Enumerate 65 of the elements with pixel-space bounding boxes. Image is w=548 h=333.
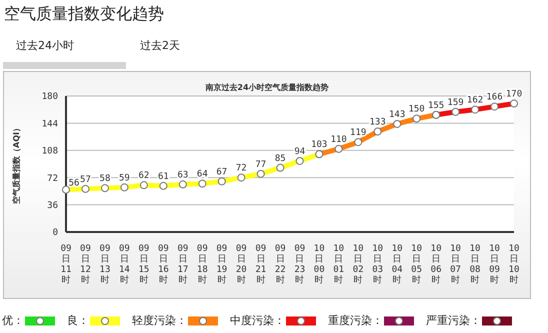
data-label: 56	[68, 178, 80, 189]
x-tick-label: 10日07时	[450, 244, 461, 286]
data-label: 143	[389, 110, 406, 120]
x-tick-label: 09日20时	[236, 244, 247, 286]
y-tick-label: 0	[52, 228, 58, 238]
x-tick-label: 09日22时	[274, 244, 286, 286]
x-tick-label: 09日16时	[158, 244, 169, 286]
data-label: 94	[294, 146, 306, 157]
y-tick-label: 180	[42, 92, 58, 102]
data-label: 59	[119, 173, 130, 184]
y-tick-label: 144	[42, 119, 58, 130]
data-label: 150	[408, 104, 425, 115]
x-tick-label: 10日01时	[333, 244, 344, 286]
text: 过去24小时	[16, 38, 74, 53]
x-tick-label: 09日18时	[196, 244, 208, 286]
x-tick-label: 10日04时	[392, 244, 403, 286]
legend-label: 轻度污染：	[132, 313, 187, 328]
x-tick-label: 10日08时	[470, 244, 480, 286]
data-label: 119	[350, 128, 366, 138]
legend-label: 中度污染：	[230, 313, 285, 328]
x-tick-label: 10日02时	[352, 244, 364, 286]
data-label: 170	[506, 90, 522, 100]
x-tick-label: 10日10时	[508, 244, 520, 286]
x-tick-label: 09日12时	[80, 244, 91, 286]
data-label: 72	[236, 164, 247, 174]
y-tick-label: 72	[47, 174, 58, 184]
y-tick-label: 108	[42, 146, 58, 157]
x-tick-label: 10日00时	[314, 244, 325, 286]
x-tick-label: 09日19时	[216, 244, 228, 286]
x-tick-label: 09日21时	[255, 244, 266, 286]
data-label: 166	[486, 92, 503, 103]
data-label: 67	[216, 167, 228, 178]
x-tick-label: 10日03时	[372, 244, 384, 286]
legend-label: 严重污染：	[426, 313, 481, 328]
legend-label: 优：	[2, 313, 24, 328]
data-label: 85	[274, 154, 286, 164]
x-tick-label: 09日23时	[294, 244, 306, 286]
x-tick-label: 09日14时	[119, 244, 130, 286]
data-label: 64	[196, 170, 208, 180]
legend-label: 良：	[67, 313, 89, 328]
data-label: 62	[138, 171, 150, 182]
x-tick-label: 10日06时	[430, 244, 442, 286]
x-tick-label: 09日15时	[138, 244, 150, 286]
x-tick-label: 09日17时	[177, 244, 188, 286]
y-axis-title: 空气质量指数（AQI）	[10, 124, 21, 204]
data-label: 155	[428, 100, 444, 111]
data-label: 110	[330, 134, 347, 145]
data-label: 77	[255, 160, 266, 170]
x-tick-label: 10日09时	[489, 244, 500, 286]
data-label: 133	[370, 118, 386, 128]
x-tick-label: 09日13时	[100, 244, 110, 286]
chart-subtitle: 南京过去24小时空气质量指数趋势	[205, 83, 329, 92]
text: 过去2天	[140, 38, 180, 53]
y-tick-label: 36	[47, 200, 58, 211]
x-tick-label: 10日05时	[411, 244, 422, 286]
legend-label: 重度污染：	[328, 313, 383, 328]
data-label: 57	[80, 174, 91, 185]
data-label: 159	[447, 98, 464, 108]
data-label: 63	[177, 170, 188, 180]
data-label: 58	[100, 174, 110, 184]
data-label: 103	[311, 140, 328, 150]
data-label: 162	[466, 96, 484, 106]
data-label: 61	[158, 172, 169, 182]
x-tick-label: 09日11时	[60, 244, 72, 286]
chart-title: 空气质量指数变化趋势	[4, 4, 164, 25]
